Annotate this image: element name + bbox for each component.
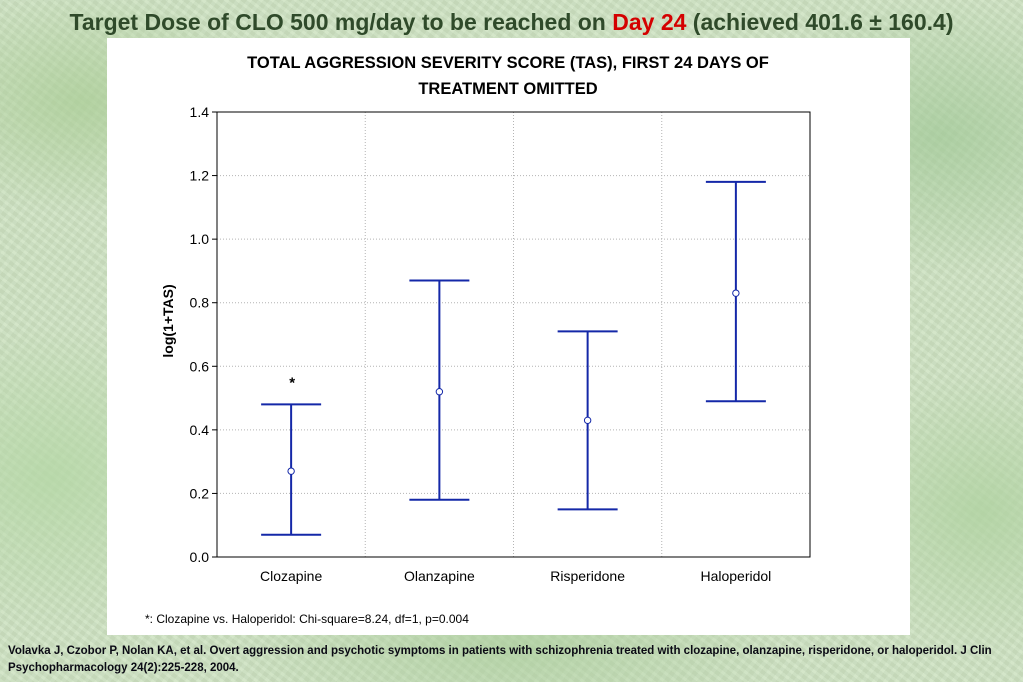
chart-panel: TOTAL AGGRESSION SEVERITY SCORE (TAS), F… <box>107 38 910 635</box>
slide-title: Target Dose of CLO 500 mg/day to be reac… <box>0 9 1023 36</box>
chart-title-line-1: TOTAL AGGRESSION SEVERITY SCORE (TAS), F… <box>247 54 769 72</box>
y-tick-label: 0.4 <box>190 422 210 438</box>
error-bar-chart: TOTAL AGGRESSION SEVERITY SCORE (TAS), F… <box>145 54 811 626</box>
y-tick-label: 1.4 <box>190 104 210 120</box>
mean-point <box>583 416 592 425</box>
y-tick-label: 1.0 <box>190 231 210 247</box>
mean-point <box>732 289 740 297</box>
mean-point <box>287 467 295 475</box>
chart-footnote: *: Clozapine vs. Haloperidol: Chi-square… <box>145 612 469 626</box>
y-tick-label: 0.8 <box>190 295 210 311</box>
x-tick-label: Clozapine <box>260 568 322 584</box>
y-axis-label: log(1+TAS) <box>160 284 176 357</box>
slide-title-highlight: Day 24 <box>612 9 687 35</box>
citation: Volavka J, Czobor P, Nolan KA, et al. Ov… <box>8 645 992 674</box>
plot-area: 0.0 0.2 0.4 0.6 0.8 1.0 1.2 1.4 Clozapine * Olanza… <box>190 104 811 584</box>
y-tick-label: 1.2 <box>190 168 210 184</box>
x-tick-label: Olanzapine <box>404 568 475 584</box>
y-tick-label: 0.0 <box>190 549 210 565</box>
plot-frame <box>216 111 811 558</box>
x-tick-label: Haloperidol <box>700 568 771 584</box>
mean-point <box>435 388 444 396</box>
y-tick-label: 0.6 <box>190 358 210 374</box>
slide-title-suffix: (achieved 401.6 ± 160.4) <box>686 9 954 35</box>
chart-title-line-2: TREATMENT OMITTED <box>418 80 597 98</box>
slide-title-text: Target Dose of CLO 500 mg/day to be reac… <box>69 9 613 35</box>
x-tick-label: Risperidone <box>550 568 625 584</box>
significance-asterisk: * <box>289 374 295 391</box>
y-tick-label: 0.2 <box>190 485 210 501</box>
